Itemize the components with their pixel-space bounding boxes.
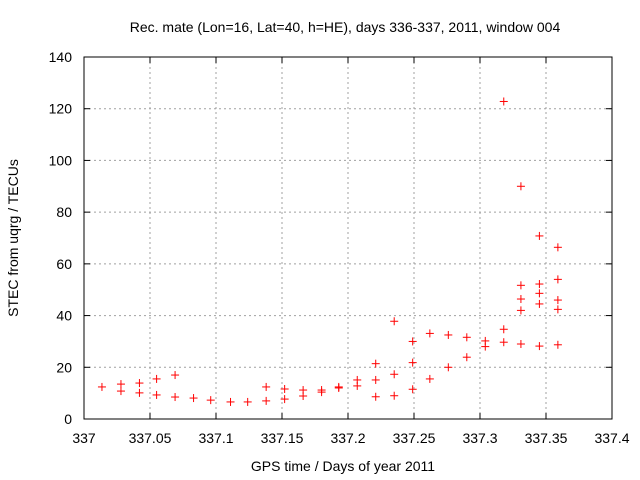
data-point [535, 231, 544, 240]
data-point [116, 380, 125, 389]
data-point [444, 363, 453, 372]
data-point [353, 381, 362, 390]
data-point [390, 370, 399, 379]
chart-title: Rec. mate (Lon=16, Lat=40, h=HE), days 3… [130, 19, 561, 35]
data-point [171, 371, 180, 380]
data-point [135, 388, 144, 397]
data-point [535, 299, 544, 308]
y-tick-label: 140 [49, 49, 73, 65]
data-point [206, 396, 215, 405]
data-point [390, 391, 399, 400]
data-point [462, 353, 471, 362]
y-tick-label: 100 [49, 152, 73, 168]
x-tick-label: 337.25 [393, 430, 436, 446]
data-point [516, 182, 525, 191]
data-point [171, 393, 180, 402]
data-point [152, 374, 161, 383]
data-point [535, 342, 544, 351]
data-point [189, 394, 198, 403]
data-point [408, 385, 417, 394]
data-point [499, 338, 508, 347]
data-point [371, 392, 380, 401]
axis-ticks: 337 337.05 337.1 337.15 337.2 337.25 337.3 337.… [49, 49, 630, 446]
data-point [135, 379, 144, 388]
data-point [499, 325, 508, 334]
y-tick-label: 40 [56, 308, 72, 324]
grid [84, 57, 612, 419]
data-point [243, 397, 252, 406]
data-point [553, 275, 562, 284]
data-point [553, 296, 562, 305]
y-axis-label: STEC from uqrg / TECUs [5, 159, 21, 317]
data-point [262, 382, 271, 391]
x-tick-label: 337.15 [261, 430, 304, 446]
data-point [516, 281, 525, 290]
y-tick-label: 0 [64, 411, 72, 427]
data-point [553, 340, 562, 349]
x-tick-label: 337.1 [198, 430, 233, 446]
data-point [425, 329, 434, 338]
data-point [262, 396, 271, 405]
data-point [97, 382, 106, 391]
data-point [516, 306, 525, 315]
data-point [481, 342, 490, 351]
data-point [371, 359, 380, 368]
data-point [499, 97, 508, 106]
data-point [553, 243, 562, 252]
data-point [535, 289, 544, 298]
data-point [317, 388, 326, 397]
data-point [444, 330, 453, 339]
data-point [462, 333, 471, 342]
data-point [280, 385, 289, 394]
x-axis-label: GPS time / Days of year 2011 [251, 458, 435, 474]
data-point [334, 383, 343, 392]
data-point [280, 395, 289, 404]
data-point [226, 397, 235, 406]
data-point [390, 317, 399, 326]
data-point [371, 375, 380, 384]
data-point [516, 295, 525, 304]
x-tick-label: 337.05 [129, 430, 172, 446]
data-point [408, 337, 417, 346]
x-tick-label: 337.3 [462, 430, 497, 446]
data-point [116, 387, 125, 396]
x-tick-label: 337.2 [330, 430, 365, 446]
data-point [535, 280, 544, 289]
data-point [299, 391, 308, 400]
x-tick-label: 337.4 [594, 430, 629, 446]
data-points [97, 97, 562, 406]
y-tick-label: 120 [49, 101, 73, 117]
data-point [553, 305, 562, 314]
y-tick-label: 60 [56, 256, 72, 272]
data-point [516, 340, 525, 349]
x-tick-label: 337 [72, 430, 96, 446]
y-tick-label: 20 [56, 359, 72, 375]
data-point [152, 390, 161, 399]
data-point [425, 374, 434, 383]
data-point [408, 358, 417, 367]
y-tick-label: 80 [56, 204, 72, 220]
x-tick-label: 337.35 [525, 430, 568, 446]
